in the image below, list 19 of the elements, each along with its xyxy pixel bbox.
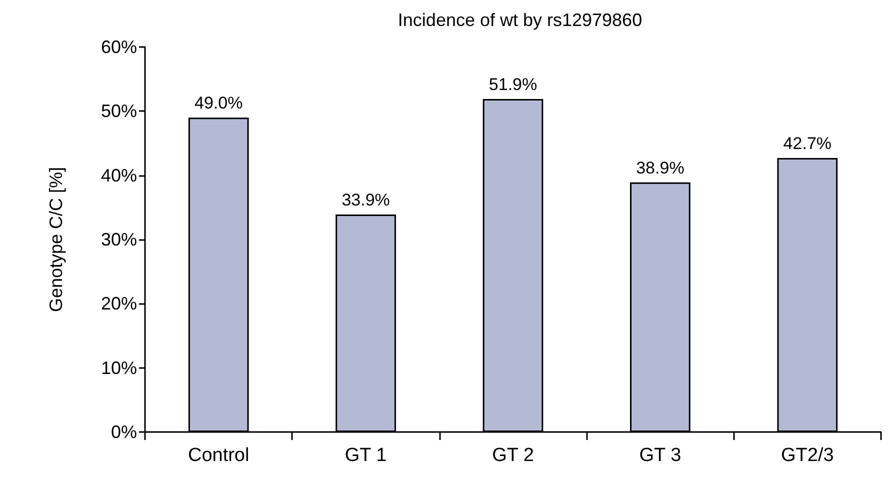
- y-tick-label: 0%: [110, 422, 137, 442]
- data-label: 38.9%: [636, 158, 684, 178]
- y-axis-title: Genotype C/C [%]: [46, 166, 66, 312]
- data-label: 49.0%: [194, 94, 243, 113]
- data-label: 33.9%: [342, 190, 390, 210]
- x-tick-label: Control: [188, 445, 250, 466]
- x-tick-label: GT 1: [344, 445, 387, 466]
- x-tick-label: GT 2: [492, 445, 534, 466]
- x-tick-label: GT 3: [639, 445, 682, 466]
- data-label: 42.7%: [783, 134, 832, 154]
- y-tick-label: 50%: [100, 101, 137, 122]
- y-tick-label: 20%: [100, 294, 137, 314]
- y-tick-label: 60%: [100, 37, 137, 57]
- y-tick-label: 10%: [100, 358, 137, 378]
- x-tick-label: GT2/3: [780, 445, 834, 466]
- y-tick-label: 30%: [100, 230, 137, 250]
- data-label: 51.9%: [488, 74, 538, 94]
- y-tick-label: 40%: [100, 165, 137, 186]
- chart-title: Incidence of wt by rs12979860: [398, 10, 642, 30]
